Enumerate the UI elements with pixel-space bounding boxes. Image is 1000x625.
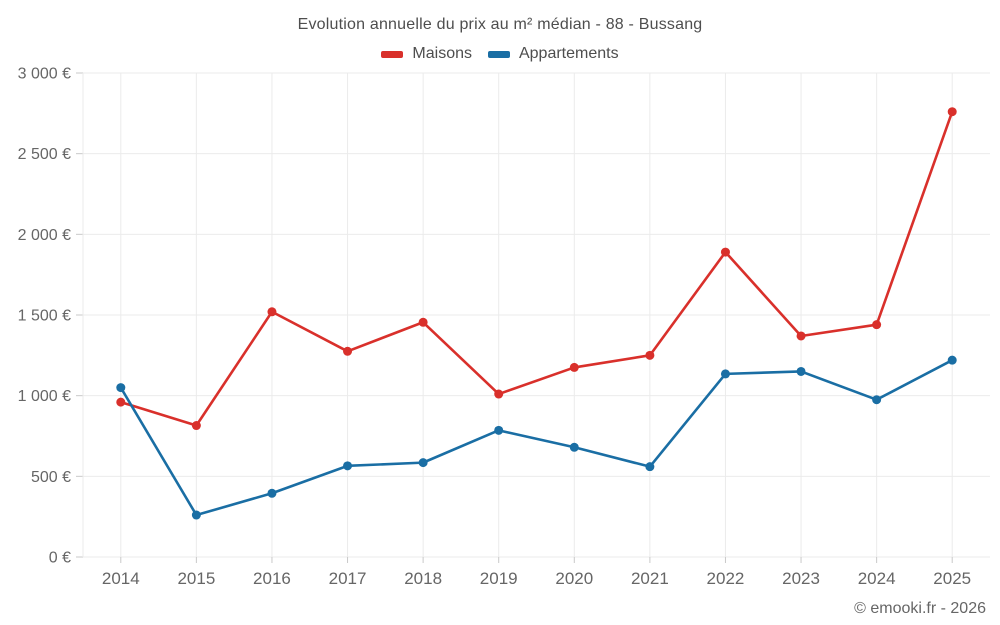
data-point-maisons-2017[interactable]	[343, 346, 353, 356]
appartements-series-swatch-icon	[487, 50, 510, 58]
x-tick-label: 2020	[555, 569, 593, 588]
y-tick-label: 500 €	[31, 469, 71, 486]
legend-label-appartements: Appartements	[518, 45, 619, 62]
y-tick-label: 0 €	[49, 550, 71, 567]
data-point-appartements-2016[interactable]	[267, 488, 277, 498]
data-point-maisons-2023[interactable]	[796, 331, 806, 341]
data-point-maisons-2024[interactable]	[872, 320, 882, 330]
data-point-appartements-2021[interactable]	[645, 462, 655, 472]
legend-item-appartements[interactable]: Appartements	[487, 45, 619, 63]
copyright-text: © emooki.fr - 2026	[854, 600, 986, 617]
x-tick-label: 2017	[329, 569, 367, 588]
data-point-appartements-2017[interactable]	[343, 461, 353, 471]
data-point-maisons-2018[interactable]	[418, 317, 428, 327]
data-point-maisons-2015[interactable]	[191, 421, 201, 431]
data-point-appartements-2024[interactable]	[872, 395, 882, 405]
data-point-maisons-2025[interactable]	[947, 107, 957, 117]
x-tick-label: 2025	[933, 569, 971, 588]
x-tick-label: 2019	[480, 569, 518, 588]
data-point-appartements-2020[interactable]	[569, 442, 579, 452]
y-tick-label: 1 000 €	[18, 388, 71, 405]
x-tick-label: 2014	[102, 569, 140, 588]
legend-item-maisons[interactable]: Maisons	[381, 45, 472, 63]
series-line-maisons	[119, 110, 954, 427]
y-tick-label: 2 000 €	[18, 227, 71, 244]
x-tick-label: 2022	[707, 569, 745, 588]
chart-title: Evolution annuelle du prix au m² médian …	[297, 16, 703, 33]
data-point-maisons-2019[interactable]	[494, 389, 504, 399]
data-point-appartements-2019[interactable]	[494, 425, 504, 435]
data-point-appartements-2022[interactable]	[720, 369, 730, 379]
maisons-series-swatch-icon	[381, 50, 404, 58]
data-point-maisons-2016[interactable]	[267, 307, 277, 317]
x-tick-label: 2015	[177, 569, 215, 588]
data-point-appartements-2025[interactable]	[947, 355, 957, 365]
data-point-maisons-2020[interactable]	[569, 362, 579, 372]
data-point-appartements-2015[interactable]	[191, 510, 201, 520]
chart-legend: Maisons Appartements	[0, 45, 1000, 63]
x-tick-label: 2023	[782, 569, 820, 588]
series-line-appartements	[119, 358, 954, 517]
data-point-maisons-2022[interactable]	[720, 247, 730, 257]
data-point-appartements-2023[interactable]	[796, 366, 806, 376]
y-tick-label: 1 500 €	[18, 308, 71, 325]
data-point-maisons-2014[interactable]	[116, 397, 126, 407]
legend-label-maisons: Maisons	[412, 45, 472, 62]
y-tick-label: 3 000 €	[18, 66, 71, 83]
y-tick-label: 2 500 €	[18, 146, 71, 163]
data-point-appartements-2014[interactable]	[116, 383, 126, 393]
x-tick-label: 2021	[631, 569, 669, 588]
data-point-appartements-2018[interactable]	[418, 458, 428, 468]
x-tick-label: 2018	[404, 569, 442, 588]
x-tick-label: 2016	[253, 569, 291, 588]
data-point-maisons-2021[interactable]	[645, 350, 655, 360]
x-tick-label: 2024	[858, 569, 896, 588]
